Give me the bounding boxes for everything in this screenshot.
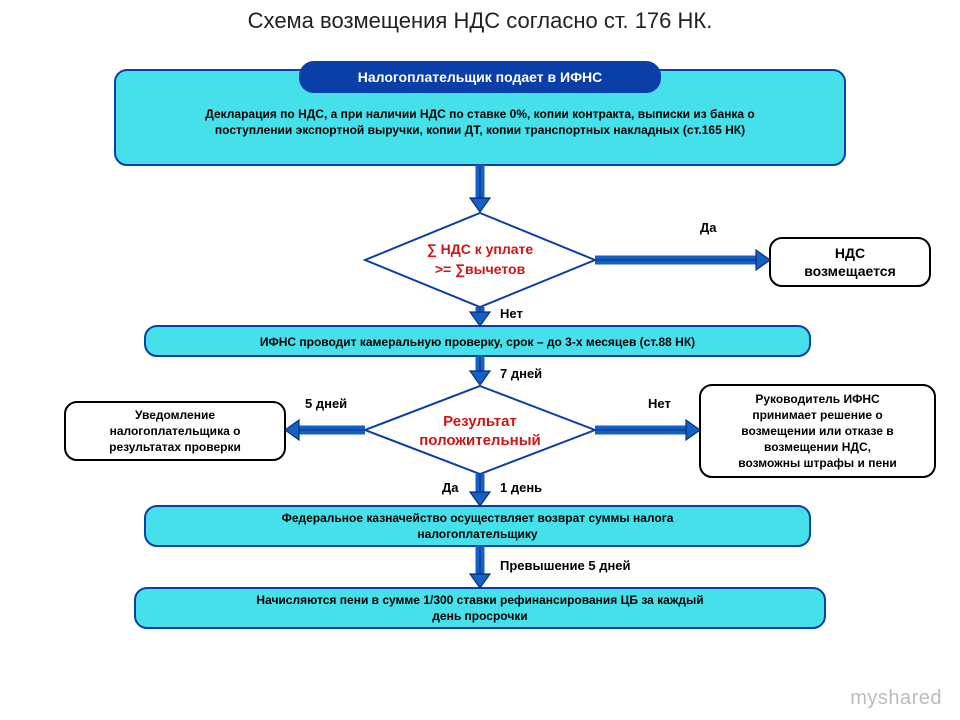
svg-text:возмещается: возмещается	[804, 263, 896, 279]
svg-text:Нет: Нет	[500, 306, 523, 321]
watermark: myshared	[850, 687, 942, 710]
svg-text:день просрочки: день просрочки	[432, 609, 527, 623]
svg-text:Налогоплательщик подает в ИФНС: Налогоплательщик подает в ИФНС	[358, 69, 603, 85]
flowchart-canvas: Налогоплательщик подает в ИФНС Декларация…	[0, 0, 960, 720]
svg-text:Декларация по НДС, а при налич: Декларация по НДС, а при наличии НДС по …	[205, 107, 754, 121]
svg-text:принимает решение о: принимает решение о	[752, 408, 882, 422]
svg-text:положительный: положительный	[419, 432, 541, 449]
svg-text:1 день: 1 день	[500, 480, 542, 495]
svg-text:поступлении экспортной выручки: поступлении экспортной выручки, копии ДТ…	[215, 123, 745, 137]
svg-text:ИФНС проводит камеральную пров: ИФНС проводит камеральную проверку, срок…	[260, 335, 695, 349]
svg-text:7 дней: 7 дней	[500, 366, 542, 381]
svg-text:Федеральное казначейство осуще: Федеральное казначейство осуществляет во…	[282, 511, 674, 525]
svg-text:>= ∑вычетов: >= ∑вычетов	[435, 261, 526, 278]
svg-text:Да: Да	[442, 480, 459, 495]
svg-text:Начисляются пени в сумме 1/300: Начисляются пени в сумме 1/300 ставки ре…	[256, 593, 703, 607]
svg-text:∑ НДС к уплате: ∑ НДС к уплате	[427, 241, 534, 258]
svg-text:налогоплательщика о: налогоплательщика о	[110, 424, 241, 438]
svg-text:Да: Да	[700, 220, 717, 235]
svg-text:Результат: Результат	[443, 413, 517, 430]
svg-text:результатах проверки: результатах проверки	[109, 440, 241, 454]
svg-text:НДС: НДС	[835, 245, 865, 261]
svg-text:Руководитель ИФНС: Руководитель ИФНС	[755, 392, 880, 406]
svg-text:Уведомление: Уведомление	[135, 408, 215, 422]
svg-text:налогоплательщику: налогоплательщику	[417, 527, 537, 541]
svg-text:возможны штрафы и пени: возможны штрафы и пени	[738, 456, 897, 470]
svg-text:возмещении или отказе в: возмещении или отказе в	[741, 424, 893, 438]
svg-text:возмещении НДС,: возмещении НДС,	[764, 440, 871, 454]
svg-text:Превышение 5 дней: Превышение 5 дней	[500, 558, 631, 573]
svg-text:Нет: Нет	[648, 396, 671, 411]
svg-text:5 дней: 5 дней	[305, 396, 347, 411]
